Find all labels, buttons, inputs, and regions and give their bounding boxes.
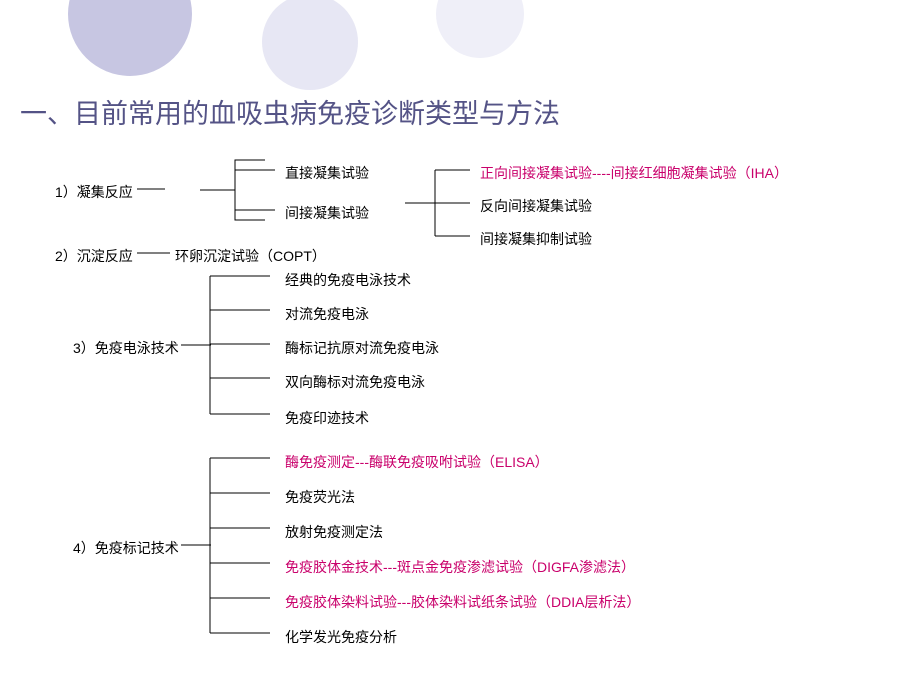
s3-c1: 经典的免疫电泳技术 xyxy=(285,270,411,290)
s1-g1: 正向间接凝集试验----间接红细胞凝集试验（IHA） xyxy=(480,163,788,183)
s2-child: 环卵沉淀试验（COPT） xyxy=(175,246,326,266)
s1-c1: 直接凝集试验 xyxy=(285,163,369,183)
s3-c4: 双向酶标对流免疫电泳 xyxy=(285,372,425,392)
page-title: 一、目前常用的血吸虫病免疫诊断类型与方法 xyxy=(20,92,560,131)
s4-line xyxy=(181,545,213,546)
decor-circle-3 xyxy=(436,0,524,58)
s4-c1: 酶免疫测定---酶联免疫吸咐试验（ELISA） xyxy=(285,452,549,472)
s1-g2: 反向间接凝集试验 xyxy=(480,196,592,216)
s4-c5: 免疫胶体染料试验---胶体染料试纸条试验（DDIA层析法） xyxy=(285,592,640,612)
s3-c5: 免疫印迹技术 xyxy=(285,408,369,428)
s3-c2: 对流免疫电泳 xyxy=(285,304,369,324)
s4-c2: 免疫荧光法 xyxy=(285,487,355,507)
s4-label: 4）免疫标记技术 xyxy=(73,538,179,558)
s3-label: 3）免疫电泳技术 xyxy=(73,338,179,358)
s1-c2: 间接凝集试验 xyxy=(285,203,369,223)
s1-line xyxy=(137,189,197,190)
s2-line xyxy=(137,253,172,254)
s2-label: 2）沉淀反应 xyxy=(55,246,133,266)
s1-bracket2 xyxy=(405,163,485,238)
s1-label: 1）凝集反应 xyxy=(55,182,133,202)
s4-bracket xyxy=(210,458,280,636)
s3-line xyxy=(181,345,213,346)
s3-c3: 酶标记抗原对流免疫电泳 xyxy=(285,338,439,358)
decor-circle-1 xyxy=(68,0,192,76)
s1-g3: 间接凝集抑制试验 xyxy=(480,229,592,249)
s4-c6: 化学发光免疫分析 xyxy=(285,627,397,647)
s3-bracket xyxy=(210,276,280,416)
decor-circle-2 xyxy=(262,0,358,90)
s4-c4: 免疫胶体金技术---斑点金免疫渗滤试验（DIGFA渗滤法） xyxy=(285,557,635,577)
s4-c3: 放射免疫测定法 xyxy=(285,522,383,542)
s1-bracket xyxy=(200,160,280,220)
